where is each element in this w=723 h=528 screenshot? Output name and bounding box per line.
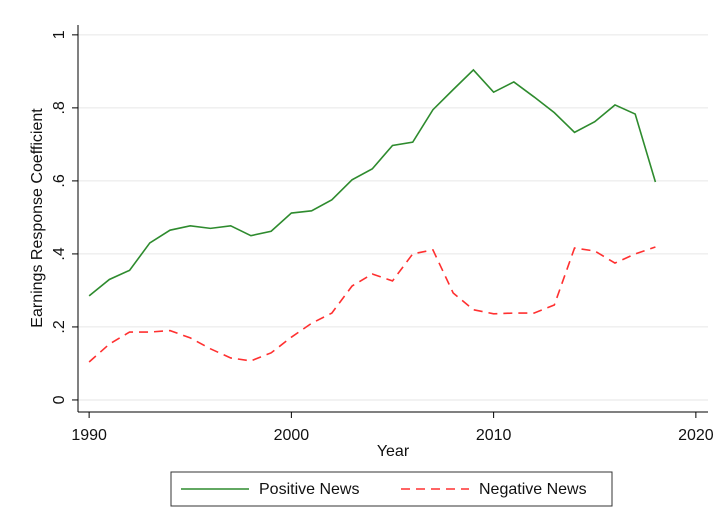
y-tick-label: .2 — [51, 320, 68, 333]
x-tick-label: 2020 — [678, 427, 714, 444]
x-tick-label: 1990 — [71, 427, 107, 444]
y-tick-label: .8 — [51, 101, 68, 114]
legend-label: Positive News — [259, 481, 359, 498]
series-line — [88, 246, 656, 363]
series-line — [88, 68, 657, 297]
y-tick-label: 1 — [51, 30, 68, 39]
y-tick-label: .4 — [51, 247, 68, 260]
y-axis-label: Earnings Response Coefficient — [29, 108, 46, 328]
x-tick-label: 2010 — [476, 427, 512, 444]
y-tick-label: 0 — [51, 395, 68, 404]
y-tick-label: .6 — [51, 174, 68, 187]
legend-label: Negative News — [479, 481, 587, 498]
x-axis-label: Year — [377, 443, 410, 460]
x-tick-label: 2000 — [274, 427, 310, 444]
